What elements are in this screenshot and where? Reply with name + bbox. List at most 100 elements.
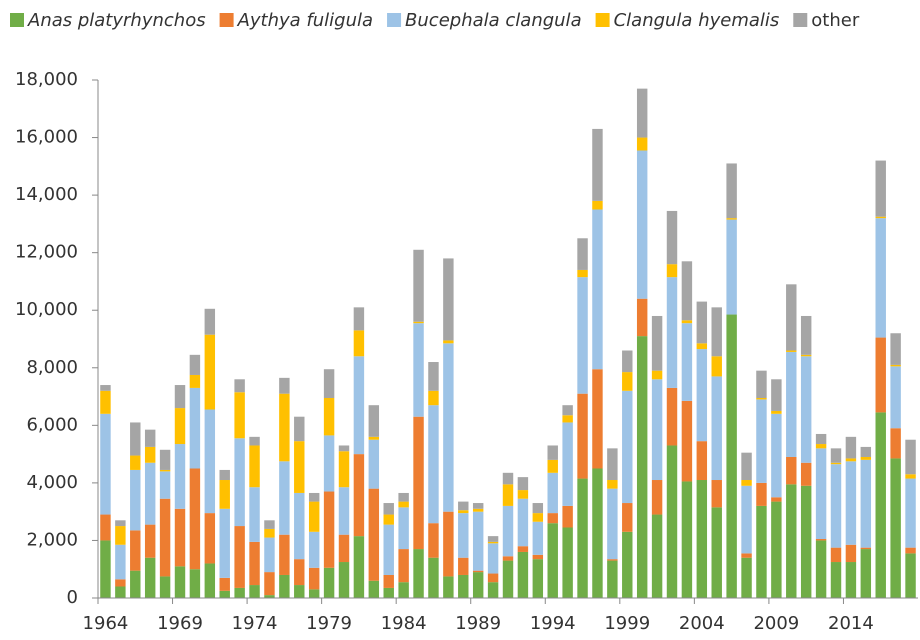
bar-segment bbox=[711, 507, 722, 598]
bar-segment bbox=[786, 484, 797, 598]
bar-segment bbox=[189, 387, 201, 469]
bar-segment bbox=[905, 478, 916, 548]
bar-segment bbox=[487, 541, 499, 544]
bar-segment bbox=[264, 537, 275, 573]
bar-segment bbox=[308, 567, 320, 590]
bar-segment bbox=[159, 449, 171, 470]
bar-segment bbox=[517, 477, 529, 491]
bar-segment bbox=[815, 540, 827, 598]
bar-segment bbox=[353, 454, 365, 537]
bar-segment bbox=[562, 422, 573, 506]
bar-segment bbox=[487, 573, 499, 583]
bar-segment bbox=[159, 469, 171, 472]
bar-segment bbox=[174, 408, 186, 445]
bar-segment bbox=[458, 574, 469, 598]
bar-segment bbox=[294, 585, 305, 598]
bar-segment bbox=[681, 323, 693, 401]
bar-segment bbox=[756, 482, 767, 506]
bar-segment bbox=[264, 572, 275, 596]
bar-segment bbox=[428, 405, 439, 524]
bar-segment bbox=[741, 485, 752, 554]
bar-segment bbox=[115, 544, 126, 580]
bar-segment bbox=[174, 444, 186, 509]
bar-segment bbox=[636, 88, 648, 138]
bar-segment bbox=[383, 524, 394, 575]
bar-segment bbox=[666, 445, 678, 598]
bar-segment bbox=[458, 513, 469, 558]
bar-segment bbox=[472, 572, 484, 598]
bar-segment bbox=[502, 556, 514, 561]
x-tick-label: 1964 bbox=[83, 613, 129, 634]
bar-segment bbox=[249, 541, 260, 586]
bar-segment bbox=[458, 510, 469, 514]
bar-segment bbox=[249, 445, 260, 488]
bar-segment bbox=[890, 364, 901, 367]
bar-segment bbox=[294, 559, 305, 586]
bar-segment bbox=[368, 405, 380, 437]
bar-segment bbox=[771, 379, 782, 411]
bar-segment bbox=[875, 160, 886, 217]
bar-segment bbox=[547, 445, 558, 460]
bar-segment bbox=[741, 553, 752, 558]
bar-segment bbox=[130, 455, 141, 470]
bar-segment bbox=[502, 505, 514, 557]
bar-segment bbox=[383, 514, 394, 525]
bar-segment bbox=[353, 330, 365, 357]
bar-segment bbox=[294, 492, 305, 560]
bar-segment bbox=[219, 469, 230, 481]
bar-segment bbox=[696, 349, 708, 442]
bar-segment bbox=[711, 480, 722, 508]
legend-label: Aythya fuligula bbox=[237, 10, 373, 31]
bar-segment bbox=[875, 218, 886, 338]
bar-segment bbox=[294, 441, 305, 493]
bar-segment bbox=[398, 582, 409, 598]
bar-segment bbox=[189, 569, 201, 598]
y-tick-label: 12,000 bbox=[15, 242, 78, 263]
bar-segment bbox=[353, 307, 365, 331]
bar-segment bbox=[338, 445, 350, 452]
bar-segment bbox=[532, 513, 544, 522]
bar-segment bbox=[592, 369, 603, 469]
bar-segment bbox=[428, 523, 439, 558]
bar-segment bbox=[279, 534, 290, 575]
legend-swatch bbox=[10, 13, 24, 27]
bar-segment bbox=[726, 218, 737, 220]
y-tick-label: 4,000 bbox=[26, 472, 78, 493]
bar-segment bbox=[159, 471, 171, 499]
bar-segment bbox=[651, 514, 663, 598]
y-tick-label: 14,000 bbox=[15, 184, 78, 205]
bar-segment bbox=[144, 557, 156, 598]
bar-segment bbox=[622, 503, 633, 532]
bar-segment bbox=[532, 503, 544, 514]
x-tick-label: 1989 bbox=[455, 613, 501, 634]
legend-label: Clangula hyemalis bbox=[614, 10, 780, 31]
bar-segment bbox=[443, 258, 454, 341]
bar-segment bbox=[130, 530, 141, 571]
bar-segment bbox=[905, 547, 916, 554]
legend-swatch bbox=[595, 13, 610, 27]
legend-label: Anas platyrhynchos bbox=[27, 10, 206, 31]
bar-segment bbox=[398, 549, 409, 583]
bar-segment bbox=[159, 576, 171, 598]
bar-segment bbox=[547, 523, 558, 598]
bar-segment bbox=[577, 393, 588, 479]
bar-segment bbox=[756, 370, 767, 398]
bar-segment bbox=[353, 356, 365, 455]
bar-segment bbox=[338, 562, 350, 598]
bar-segment bbox=[219, 480, 230, 509]
bar-segment bbox=[681, 320, 693, 324]
legend-label: other bbox=[811, 10, 860, 31]
bar-segment bbox=[666, 277, 678, 388]
bar-segment bbox=[651, 379, 663, 481]
bar-segment bbox=[174, 566, 186, 598]
bar-segment bbox=[517, 546, 529, 552]
bar-segment bbox=[607, 560, 618, 598]
bar-segment bbox=[577, 269, 588, 278]
bar-segment bbox=[130, 570, 141, 598]
y-tick-label: 16,000 bbox=[15, 127, 78, 148]
bar-segment bbox=[383, 503, 394, 515]
y-tick-label: 2,000 bbox=[26, 529, 78, 550]
bar-segment bbox=[249, 585, 260, 598]
bar-segment bbox=[756, 399, 767, 483]
bar-segment bbox=[100, 514, 111, 541]
